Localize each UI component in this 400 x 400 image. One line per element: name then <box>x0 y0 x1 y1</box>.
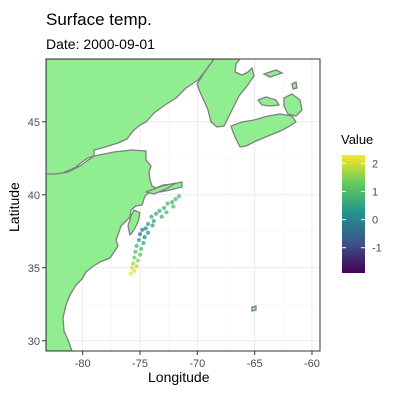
land-anticosti <box>262 69 284 78</box>
temperature-point <box>145 230 151 235</box>
temperature-point <box>161 205 167 211</box>
land-us-east <box>46 59 215 351</box>
land-nova-scotia <box>230 113 297 148</box>
temperature-point <box>128 271 133 276</box>
y-tick-label: 45 <box>28 117 40 129</box>
land-layer <box>46 59 303 351</box>
temperature-point <box>143 226 148 231</box>
temperature-point <box>164 210 169 215</box>
x-tick-label: -75 <box>132 358 148 370</box>
temperature-point <box>149 214 154 219</box>
temperature-point <box>165 201 170 206</box>
temperature-point <box>153 211 159 216</box>
y-axis: 30 35 40 45 <box>28 117 46 348</box>
temperature-point <box>137 232 143 237</box>
temperature-point <box>131 261 136 266</box>
temperature-point <box>137 252 143 257</box>
temperature-point <box>141 240 146 246</box>
temperature-point <box>135 258 140 263</box>
temperature-point <box>150 223 155 228</box>
colorbar-ticks: 2 1 0 -1 <box>342 158 382 255</box>
temperature-point <box>171 204 176 209</box>
x-tick-label: -70 <box>189 358 205 370</box>
temperature-point <box>142 235 147 240</box>
y-tick-label: 40 <box>28 190 40 202</box>
x-tick-label: -60 <box>304 358 320 370</box>
colorbar-tick-label: 0 <box>372 215 378 227</box>
temperature-point <box>145 221 151 227</box>
temperature-point <box>176 194 182 199</box>
temperature-point <box>129 265 135 270</box>
temperature-point <box>159 214 164 219</box>
temperature-point <box>139 246 144 251</box>
chart-subtitle: Date: 2000-09-01 <box>46 36 155 52</box>
x-axis: -80 -75 -70 -65 -60 <box>75 351 320 370</box>
x-axis-label: Longitude <box>148 369 210 385</box>
temperature-point <box>170 199 175 205</box>
y-tick-label: 30 <box>28 336 40 348</box>
temperature-point <box>157 208 162 213</box>
temperature-point <box>132 255 137 260</box>
temperature-point <box>151 218 156 224</box>
panel-border <box>45 58 321 352</box>
temperature-points <box>128 194 182 276</box>
legend-title: Value <box>341 132 374 147</box>
temperature-point <box>136 237 141 243</box>
land-sable-island <box>251 305 257 312</box>
land-long-island <box>145 182 177 195</box>
colorbar-tick-label: -1 <box>372 243 382 255</box>
temperature-point <box>134 264 139 269</box>
land-canada-maritimes <box>196 59 255 128</box>
y-tick-label: 35 <box>28 263 40 275</box>
land-magdalen-islands <box>291 81 298 90</box>
land-pei <box>257 96 280 107</box>
chart-title: Surface temp. <box>46 10 152 29</box>
x-tick-label: -80 <box>75 358 91 370</box>
y-axis-label: Latitude <box>6 182 22 232</box>
temperature-point <box>140 227 145 232</box>
temperature-point <box>132 268 137 273</box>
temperature-point <box>133 249 138 254</box>
colorbar-tick-label: 2 <box>372 158 378 170</box>
land-delmarva <box>127 209 141 236</box>
colorbar <box>342 155 365 273</box>
temperature-point <box>134 243 139 248</box>
temperature-point <box>173 197 178 202</box>
land-cape-breton <box>283 93 303 117</box>
colorbar-tick-label: 1 <box>372 187 378 199</box>
x-tick-label: -65 <box>247 358 263 370</box>
